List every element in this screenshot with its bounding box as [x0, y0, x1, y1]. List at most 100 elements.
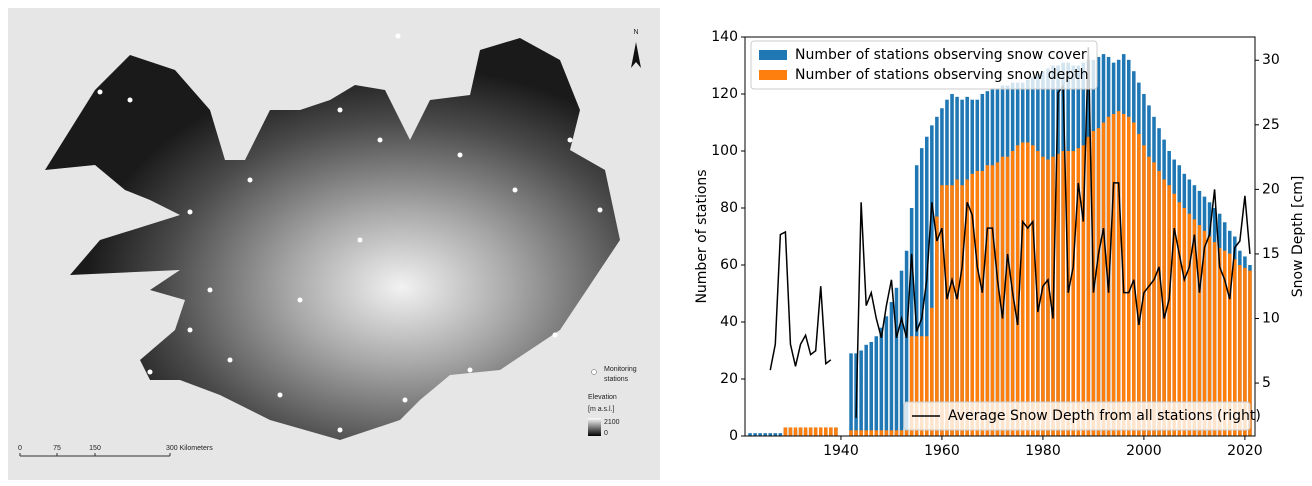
- bar: [1066, 151, 1070, 436]
- legend-label: Average Snow Depth from all stations (ri…: [948, 408, 1261, 424]
- bar: [763, 433, 767, 436]
- y-tick-label: 60: [720, 257, 738, 273]
- station: [147, 369, 153, 375]
- bar: [778, 433, 783, 436]
- bar: [1227, 253, 1232, 436]
- station: [277, 392, 283, 398]
- elevation-ramp: [588, 418, 601, 436]
- y2-tick-label: 30: [1262, 52, 1280, 68]
- elevation-unit: [m a.s.l.]: [588, 406, 615, 413]
- bar: [894, 287, 899, 436]
- bar: [874, 336, 879, 436]
- station: [597, 207, 603, 213]
- bar: [829, 427, 833, 436]
- legend-label: Number of stations observing snow cover: [795, 47, 1087, 63]
- scale-label: 0: [18, 445, 22, 452]
- bar: [1031, 145, 1035, 437]
- bar: [1111, 113, 1116, 436]
- station: [207, 287, 213, 293]
- bar: [1238, 265, 1242, 436]
- north-label: N: [633, 29, 638, 36]
- bar: [1041, 156, 1045, 436]
- scale-label: 75: [53, 445, 61, 452]
- bar: [985, 165, 990, 436]
- bar: [914, 165, 919, 436]
- bar: [930, 307, 934, 436]
- bar: [849, 430, 853, 436]
- bar: [748, 433, 752, 436]
- bar: [879, 327, 884, 436]
- y-tick-label: 0: [729, 428, 738, 444]
- y2-tick-label: 5: [1262, 375, 1271, 391]
- plot-frame: [744, 36, 1256, 437]
- bar: [859, 350, 863, 436]
- bar: [1182, 208, 1187, 436]
- iceland-shape: [45, 38, 620, 440]
- bar: [1177, 202, 1182, 436]
- bar: [980, 170, 985, 436]
- bar: [869, 430, 874, 436]
- bar: [808, 427, 813, 436]
- bar: [1197, 225, 1202, 436]
- bar: [813, 427, 818, 436]
- elevation-max: 2100: [604, 419, 620, 426]
- station: [227, 357, 233, 363]
- stations-label: Monitoring: [604, 366, 637, 373]
- bar: [783, 427, 788, 436]
- bar: [854, 430, 858, 436]
- bar: [990, 165, 995, 436]
- y2-tick-label: 20: [1262, 181, 1280, 197]
- legend-label: Number of stations observing snow depth: [795, 67, 1088, 83]
- station: [402, 397, 408, 403]
- bar: [1056, 153, 1060, 436]
- bar: [1096, 128, 1101, 436]
- bar: [1026, 142, 1030, 436]
- bar: [798, 427, 803, 436]
- bar: [1152, 162, 1156, 436]
- bar: [758, 433, 762, 436]
- station-dots: [97, 33, 603, 433]
- scale-label: 150: [89, 445, 101, 452]
- station: [97, 89, 103, 95]
- bar: [859, 430, 863, 436]
- bar: [1147, 156, 1151, 436]
- station: [552, 332, 558, 338]
- x-tick-label: 2000: [1126, 443, 1162, 459]
- station: [457, 152, 463, 158]
- bar: [1071, 151, 1075, 436]
- bar: [884, 430, 889, 436]
- station: [357, 237, 363, 243]
- bar: [1233, 259, 1237, 436]
- north-arrow: [631, 42, 641, 68]
- bar: [1157, 170, 1161, 436]
- y2-tick-label: 25: [1262, 117, 1280, 133]
- bar: [1202, 230, 1207, 436]
- bar: [1248, 270, 1252, 436]
- bar: [909, 336, 914, 436]
- legend-station-symbol: [591, 369, 597, 375]
- x-tick-label: 1960: [924, 443, 960, 459]
- bar: [864, 344, 868, 436]
- legend-box: [903, 401, 1251, 431]
- bar: [919, 336, 924, 436]
- bar: [889, 430, 894, 436]
- station: [512, 187, 518, 193]
- scale-label: 300 Kilometers: [166, 445, 213, 452]
- legend-swatch: [759, 50, 787, 60]
- bar: [1172, 193, 1176, 436]
- bar: [1036, 151, 1040, 436]
- y-tick-label: 80: [720, 200, 738, 216]
- station: [187, 327, 193, 333]
- y-tick-label: 140: [711, 29, 738, 45]
- bar: [1116, 111, 1121, 436]
- station: [127, 97, 133, 103]
- station: [395, 33, 401, 39]
- station: [337, 427, 343, 433]
- bar: [768, 433, 773, 436]
- bar: [753, 433, 757, 436]
- legend-swatch: [759, 70, 787, 80]
- bar: [919, 148, 924, 436]
- bar: [960, 185, 964, 436]
- bar: [773, 433, 778, 436]
